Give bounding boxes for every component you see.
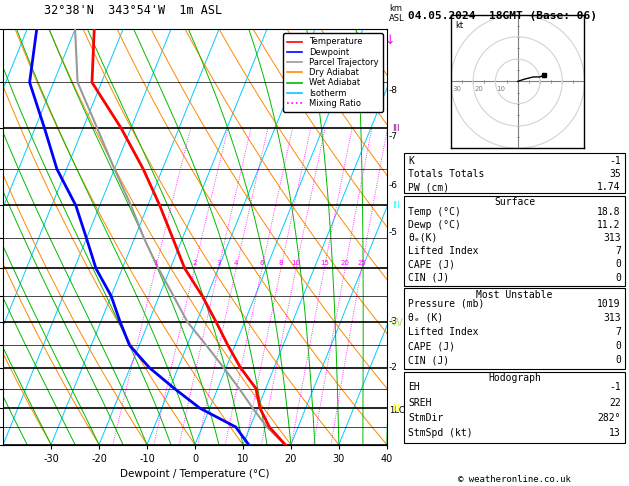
Text: km
ASL: km ASL [389, 3, 404, 23]
Text: 0: 0 [615, 260, 621, 269]
Text: SREH: SREH [408, 398, 431, 408]
Text: θₑ (K): θₑ (K) [408, 313, 443, 323]
Text: 35: 35 [609, 169, 621, 179]
Text: CIN (J): CIN (J) [408, 273, 449, 282]
Text: Lifted Index: Lifted Index [408, 246, 479, 256]
Text: 13: 13 [609, 428, 621, 438]
Text: Surface: Surface [494, 197, 535, 208]
Text: \/\/: \/\/ [391, 317, 402, 326]
Legend: Temperature, Dewpoint, Parcel Trajectory, Dry Adiabat, Wet Adiabat, Isotherm, Mi: Temperature, Dewpoint, Parcel Trajectory… [283, 34, 382, 112]
Text: Totals Totals: Totals Totals [408, 169, 484, 179]
Text: CAPE (J): CAPE (J) [408, 341, 455, 351]
Text: -6: -6 [389, 181, 398, 190]
Text: 18.8: 18.8 [598, 207, 621, 217]
Text: 22: 22 [609, 398, 621, 408]
Text: 7: 7 [615, 327, 621, 337]
Text: III: III [392, 124, 400, 133]
Text: Dewp (°C): Dewp (°C) [408, 220, 461, 230]
Text: 282°: 282° [598, 413, 621, 423]
Text: © weatheronline.co.uk: © weatheronline.co.uk [458, 474, 571, 484]
Text: 1019: 1019 [598, 299, 621, 309]
Text: 30: 30 [452, 86, 461, 92]
Text: 4: 4 [234, 260, 238, 266]
Text: kt: kt [455, 21, 464, 30]
Text: StmSpd (kt): StmSpd (kt) [408, 428, 473, 438]
Text: 7: 7 [615, 246, 621, 256]
Text: -8: -8 [389, 86, 398, 95]
Text: Most Unstable: Most Unstable [476, 290, 553, 300]
Text: 1.74: 1.74 [598, 182, 621, 192]
Text: 10: 10 [292, 260, 301, 266]
Text: 3: 3 [216, 260, 221, 266]
Text: 6: 6 [260, 260, 264, 266]
Text: Pressure (mb): Pressure (mb) [408, 299, 484, 309]
Text: 0: 0 [615, 355, 621, 365]
Text: 32°38'N  343°54'W  1m ASL: 32°38'N 343°54'W 1m ASL [44, 4, 222, 17]
Text: EH: EH [408, 382, 420, 393]
Text: -2: -2 [389, 363, 398, 372]
Text: 20: 20 [474, 86, 483, 92]
Text: 10: 10 [496, 86, 506, 92]
Text: Hodograph: Hodograph [488, 373, 541, 383]
Text: 15: 15 [320, 260, 329, 266]
Text: StmDir: StmDir [408, 413, 443, 423]
Text: 25: 25 [357, 260, 366, 266]
Text: Mixing Ratio (g/kg): Mixing Ratio (g/kg) [418, 194, 426, 280]
Text: 11.2: 11.2 [598, 220, 621, 230]
X-axis label: Dewpoint / Temperature (°C): Dewpoint / Temperature (°C) [120, 469, 270, 479]
Text: -7: -7 [389, 133, 398, 141]
Text: Lifted Index: Lifted Index [408, 327, 479, 337]
Text: 0: 0 [615, 273, 621, 282]
Text: 313: 313 [603, 233, 621, 243]
Text: CAPE (J): CAPE (J) [408, 260, 455, 269]
Text: 0: 0 [615, 341, 621, 351]
Text: -3: -3 [389, 317, 398, 326]
Text: Temp (°C): Temp (°C) [408, 207, 461, 217]
Text: ↓: ↓ [385, 34, 395, 47]
Text: -1: -1 [609, 382, 621, 393]
Text: 20: 20 [341, 260, 350, 266]
Text: 8: 8 [279, 260, 283, 266]
Text: III: III [392, 404, 400, 413]
Text: K: K [408, 156, 414, 166]
Text: 04.05.2024  18GMT (Base: 06): 04.05.2024 18GMT (Base: 06) [408, 11, 596, 21]
Text: -5: -5 [389, 228, 398, 237]
Text: PW (cm): PW (cm) [408, 182, 449, 192]
Text: 2: 2 [192, 260, 197, 266]
Text: θₑ(K): θₑ(K) [408, 233, 438, 243]
Text: -1: -1 [609, 156, 621, 166]
Text: 313: 313 [603, 313, 621, 323]
Text: 1: 1 [153, 260, 158, 266]
Text: III: III [392, 201, 400, 210]
Text: CIN (J): CIN (J) [408, 355, 449, 365]
Text: 1LCL: 1LCL [389, 406, 409, 415]
